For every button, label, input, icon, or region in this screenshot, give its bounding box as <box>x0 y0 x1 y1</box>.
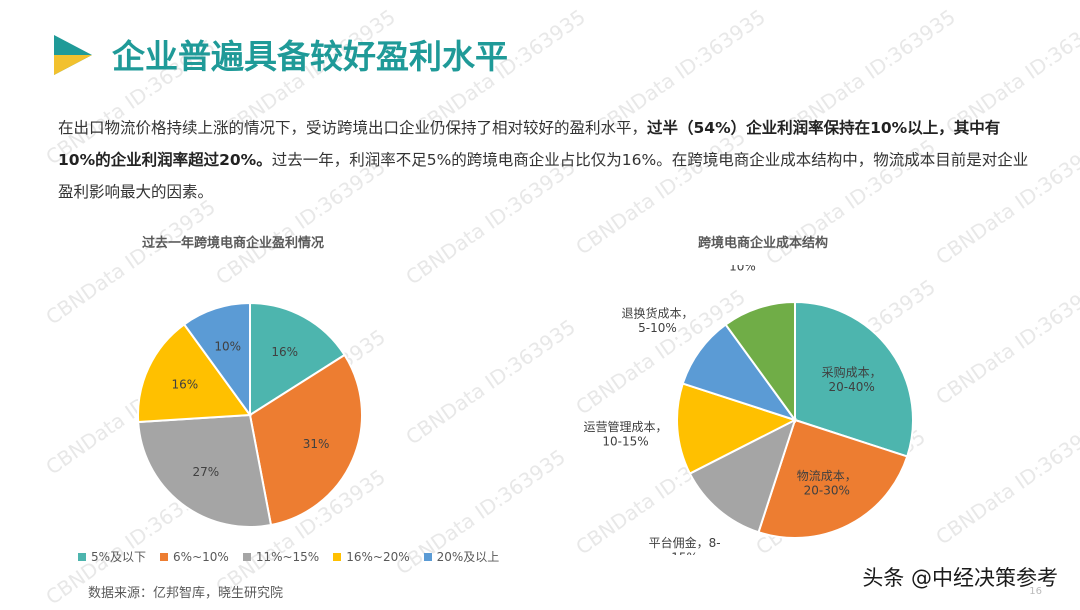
pie-slice <box>248 353 363 527</box>
intro-text-1: 在出口物流价格持续上涨的情况下，受访跨境出口企业仍保持了相对较好的盈利水平， <box>58 119 648 137</box>
intro-text-2: 过去一年，利润率不足5%的跨境电商企业占比仅为16%。在跨境电商企业成本结构中，… <box>58 151 1029 201</box>
pie-slice <box>681 323 798 422</box>
slice-label: 物流成本， 20-30% <box>797 469 857 497</box>
legend-item: 20%及以上 <box>423 548 500 565</box>
legend-swatch <box>423 552 432 561</box>
legend-item: 11%~15% <box>242 548 320 565</box>
pie-slice <box>137 322 252 424</box>
slice-label: 31% <box>303 437 330 451</box>
legend-swatch <box>242 552 251 561</box>
data-source: 数据来源：亿邦智库，晓生研究院 <box>88 586 284 601</box>
chart1-title: 过去一年跨境电商企业盈利情况 <box>142 236 325 251</box>
legend-item: 6%~10% <box>160 548 229 565</box>
slice-label: 16% <box>172 378 199 392</box>
profit-pie-chart: 16% 31% 27% 16% 10% <box>137 301 363 528</box>
background-watermark: CBNData ID:363935 <box>401 314 580 450</box>
legend-item: 16%~20% <box>333 548 410 565</box>
slice-label: 其他成本，10% <box>712 265 772 273</box>
pie-slice <box>757 418 909 539</box>
pie-slice <box>676 382 798 475</box>
logo-icon <box>54 35 92 75</box>
pie-slice <box>182 301 251 419</box>
corner-watermark: 头条 @中经决策参考 <box>862 566 1058 590</box>
intro-text-bold: 过半（54%）企业利润率保持在10%以上，其中有10%的企业利润率超过20%。 <box>58 119 1001 169</box>
legend-label: 20%及以上 <box>436 550 500 564</box>
pie-slice <box>724 300 796 424</box>
slice-label: 27% <box>193 465 220 479</box>
background-watermark: CBNData ID:363935 <box>931 414 1080 550</box>
slice-label: 采购成本， 20-40% <box>822 364 882 393</box>
slice-label: 运营管理成本， 10-15% <box>584 419 668 448</box>
pie-slice <box>794 300 914 458</box>
slice-label: 退换货成本， 5-10% <box>621 306 693 335</box>
legend-swatch <box>160 552 169 561</box>
page-title: 企业普遍具备较好盈利水平 <box>112 37 508 76</box>
legend-swatch <box>333 552 342 561</box>
chart1-legend: 5%及以下 6%~10% 11%~15% 16%~20% 20%及以上 <box>78 548 499 565</box>
intro-paragraph: 在出口物流价格持续上涨的情况下，受访跨境出口企业仍保持了相对较好的盈利水平，过半… <box>58 112 1033 208</box>
background-watermark: CBNData ID:363935 <box>931 274 1080 410</box>
legend-label: 16%~20% <box>346 549 410 564</box>
slice-label: 10% <box>214 340 241 354</box>
page-number: 16 <box>1029 586 1042 597</box>
slice-label: 16% <box>271 345 298 359</box>
pie-slice <box>249 301 346 417</box>
legend-label: 6%~10% <box>173 549 229 564</box>
legend-label: 5%及以下 <box>91 550 147 564</box>
slice-label: 平台佣金，8-15% <box>649 535 721 555</box>
cost-structure-pie-chart: 采购成本，20-40% 物流成本，20-30% 平台佣金，8-15% 运营管理成本，1… <box>584 265 914 555</box>
legend-swatch <box>78 552 86 561</box>
legend-item: 5%及以下 <box>78 548 146 565</box>
legend-label: 11%~15% <box>255 549 320 564</box>
pie-slice <box>688 418 797 534</box>
pie-slice <box>137 413 273 528</box>
chart2-title: 跨境电商企业成本结构 <box>698 236 829 251</box>
